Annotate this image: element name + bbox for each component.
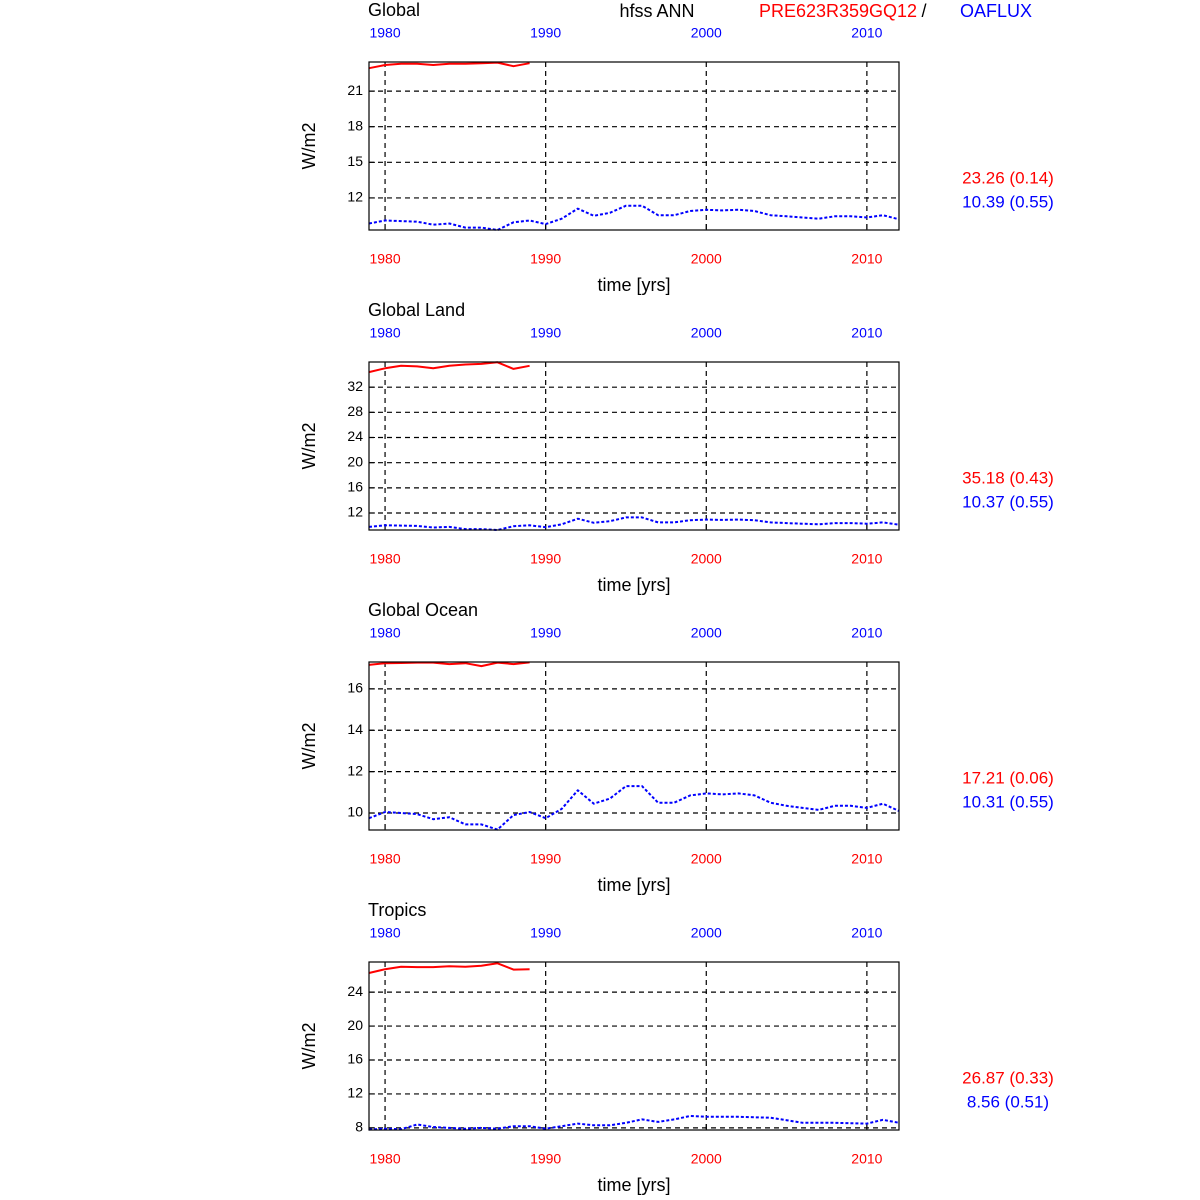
- y-tick-label: 18: [347, 117, 363, 133]
- x-tick-label-top: 1990: [530, 625, 561, 641]
- x-tick-label-bottom: 1990: [530, 851, 561, 867]
- x-tick-label-bottom: 2010: [851, 851, 882, 867]
- y-tick-label: 14: [347, 721, 363, 737]
- header-separator: /: [921, 1, 926, 21]
- y-tick-label: 16: [347, 680, 363, 696]
- y-axis-label: W/m2: [299, 123, 319, 170]
- plot-frame: [368, 661, 900, 831]
- x-axis-label: time [yrs]: [597, 275, 670, 295]
- stat-label: 26.87 (0.33): [962, 1068, 1054, 1087]
- plot-frame: [368, 61, 900, 231]
- y-tick-label: 12: [347, 1085, 363, 1101]
- x-axis-label: time [yrs]: [597, 875, 670, 895]
- y-tick-label: 20: [347, 1017, 363, 1033]
- panel-title: Global Ocean: [368, 600, 478, 620]
- y-tick-label: 10: [347, 804, 363, 820]
- y-tick-label: 24: [347, 983, 363, 999]
- x-tick-label-bottom: 1980: [369, 551, 400, 567]
- plot-frame: [368, 361, 900, 531]
- x-tick-label-top: 1980: [369, 625, 400, 641]
- x-tick-label-bottom: 2000: [691, 551, 722, 567]
- x-tick-label-bottom: 1980: [369, 251, 400, 267]
- y-tick-label: 24: [347, 428, 363, 444]
- stat-label: 10.39 (0.55): [962, 192, 1054, 211]
- series-line: [368, 661, 530, 668]
- x-tick-label-top: 2000: [691, 325, 722, 341]
- panel: Tropics 8 12 16 20 24 1980 1980 1990 1990 2000 2000…: [299, 900, 1054, 1195]
- series-line: [368, 1115, 900, 1131]
- panel: Global Land 12 16 20 24 28 32 1980 1980 1990 1990 2…: [299, 300, 1054, 595]
- x-tick-label-top: 1990: [530, 925, 561, 941]
- panel: Global Ocean 10 12 14 16 1980 1980 1990 1990 2000…: [299, 600, 1054, 895]
- stat-label: 10.37 (0.55): [962, 492, 1054, 511]
- y-tick-label: 20: [347, 453, 363, 469]
- x-tick-label-top: 2010: [851, 325, 882, 341]
- y-tick-label: 12: [347, 189, 363, 205]
- series-line: [368, 204, 900, 231]
- panel: Global 12 15 18 21 1980 1980 1990 1990 2000 2000 20…: [299, 0, 1054, 295]
- y-tick-label: 28: [347, 403, 363, 419]
- stat-label: 35.18 (0.43): [962, 468, 1054, 487]
- y-axis-label: W/m2: [299, 723, 319, 770]
- x-tick-label-bottom: 2000: [691, 1151, 722, 1167]
- x-tick-label-top: 1980: [369, 325, 400, 341]
- series-line: [368, 962, 530, 974]
- x-tick-label-top: 2010: [851, 925, 882, 941]
- y-tick-label: 12: [347, 504, 363, 520]
- x-tick-label-bottom: 1990: [530, 251, 561, 267]
- y-tick-label: 15: [347, 153, 363, 169]
- x-tick-label-top: 1980: [369, 25, 400, 41]
- x-axis-label: time [yrs]: [597, 1175, 670, 1195]
- panel-title: Global Land: [368, 300, 465, 320]
- header-model: PRE623R359GQ12: [759, 1, 917, 21]
- y-axis-label: W/m2: [299, 1023, 319, 1070]
- x-tick-label-top: 1990: [530, 25, 561, 41]
- x-tick-label-bottom: 1990: [530, 551, 561, 567]
- y-tick-label: 8: [355, 1119, 363, 1135]
- y-tick-label: 16: [347, 1051, 363, 1067]
- x-tick-label-top: 2000: [691, 25, 722, 41]
- x-tick-label-bottom: 2010: [851, 1151, 882, 1167]
- x-tick-label-top: 1990: [530, 325, 561, 341]
- x-tick-label-top: 2000: [691, 925, 722, 941]
- x-tick-label-bottom: 1980: [369, 1151, 400, 1167]
- x-tick-label-bottom: 1990: [530, 1151, 561, 1167]
- header-title: hfss ANN: [619, 1, 694, 21]
- panel-title: Global: [368, 0, 420, 20]
- x-tick-label-bottom: 2010: [851, 551, 882, 567]
- x-tick-label-bottom: 2000: [691, 251, 722, 267]
- x-tick-label-top: 1980: [369, 925, 400, 941]
- plot-frame: [368, 961, 900, 1131]
- y-tick-label: 32: [347, 378, 363, 394]
- stat-label: 10.31 (0.55): [962, 792, 1054, 811]
- series-line: [368, 361, 530, 374]
- x-tick-label-top: 2010: [851, 625, 882, 641]
- y-axis-label: W/m2: [299, 423, 319, 470]
- panel-title: Tropics: [368, 900, 426, 920]
- x-tick-label-bottom: 2010: [851, 251, 882, 267]
- series-line: [368, 785, 900, 831]
- stat-label: 23.26 (0.14): [962, 168, 1054, 187]
- x-tick-label-bottom: 2000: [691, 851, 722, 867]
- y-tick-label: 21: [347, 82, 363, 98]
- series-line: [368, 61, 530, 70]
- stat-label: 8.56 (0.51): [967, 1092, 1049, 1111]
- header-obs: OAFLUX: [960, 1, 1032, 21]
- series-line: [368, 516, 900, 531]
- stat-label: 17.21 (0.06): [962, 768, 1054, 787]
- x-axis-label: time [yrs]: [597, 575, 670, 595]
- x-tick-label-bottom: 1980: [369, 851, 400, 867]
- x-tick-label-top: 2010: [851, 25, 882, 41]
- y-tick-label: 12: [347, 762, 363, 778]
- y-tick-label: 16: [347, 479, 363, 495]
- x-tick-label-top: 2000: [691, 625, 722, 641]
